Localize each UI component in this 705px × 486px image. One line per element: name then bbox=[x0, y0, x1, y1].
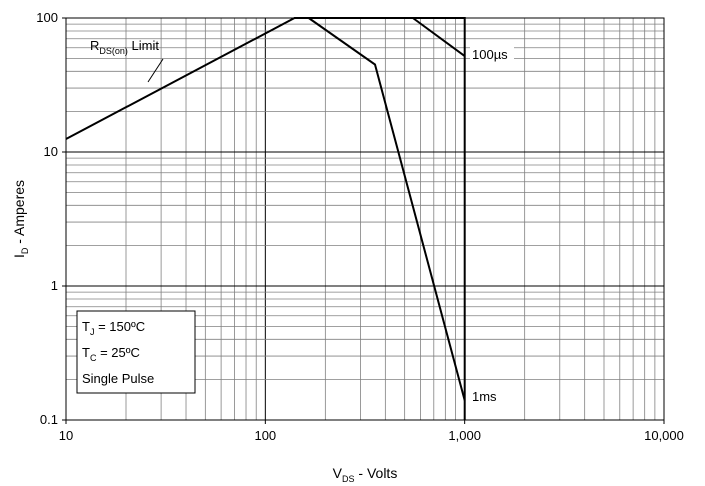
x-tick-label: 10,000 bbox=[644, 428, 684, 443]
x-tick-label: 100 bbox=[254, 428, 276, 443]
x-tick-labels: 10 100 1,000 10,000 bbox=[59, 420, 684, 443]
y-tick-labels: 0.1 1 10 100 bbox=[36, 10, 66, 427]
y-tick-label: 100 bbox=[36, 10, 58, 25]
y-tick-label: 0.1 bbox=[40, 412, 58, 427]
x-tick-label: 10 bbox=[59, 428, 73, 443]
conditions-box: TJ = 150ºC TC = 25ºC Single Pulse bbox=[76, 310, 196, 394]
series-lines bbox=[65, 17, 466, 420]
label-1ms: 1ms bbox=[472, 389, 497, 404]
y-tick-label: 10 bbox=[44, 144, 58, 159]
x-axis-title: VDS - Volts bbox=[333, 465, 398, 484]
y-tick-label: 1 bbox=[51, 278, 58, 293]
rds-limit-leader bbox=[147, 58, 164, 83]
conditions-box-frame bbox=[76, 310, 196, 394]
grid bbox=[65, 18, 664, 421]
condition-tj: TJ = 150ºC bbox=[82, 319, 145, 337]
line-1ms bbox=[308, 17, 466, 401]
condition-pulse: Single Pulse bbox=[82, 371, 154, 386]
y-axis-title: ID - Amperes bbox=[11, 180, 30, 258]
label-100us: 100µs bbox=[472, 47, 508, 62]
line-100us bbox=[412, 17, 466, 57]
rds-limit-line bbox=[65, 17, 466, 420]
label-1ms-bg bbox=[470, 388, 502, 404]
rds-limit-label: RDS(on) Limit bbox=[90, 38, 159, 56]
condition-tc: TC = 25ºC bbox=[82, 345, 140, 363]
label-100us-bg bbox=[470, 46, 514, 62]
x-tick-label: 1,000 bbox=[448, 428, 481, 443]
